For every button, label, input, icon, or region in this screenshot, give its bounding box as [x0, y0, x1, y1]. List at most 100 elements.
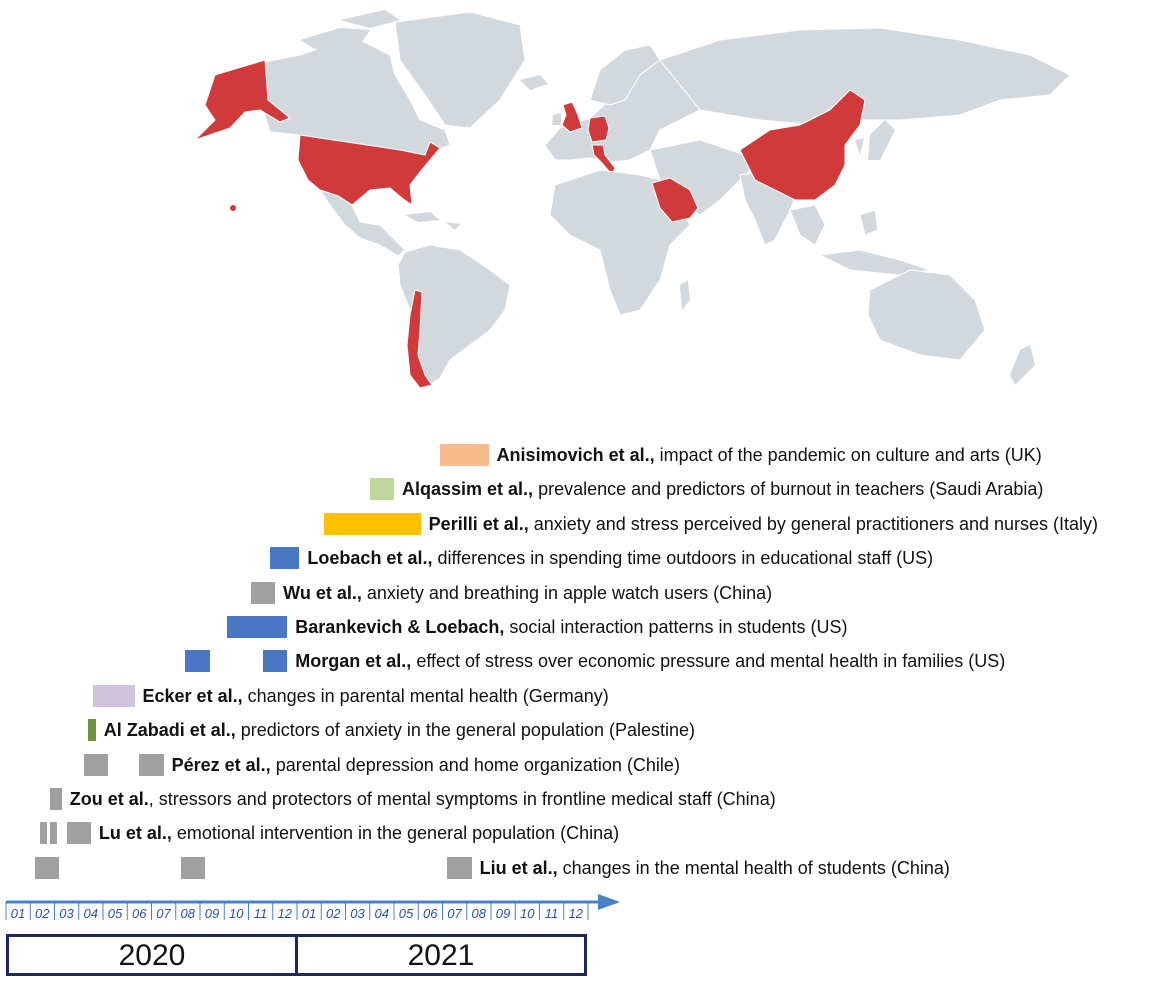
month-label: 12: [277, 906, 292, 921]
iceland-shape: [520, 75, 548, 90]
study-description: anxiety and stress perceived by general …: [528, 513, 1099, 534]
month-label: 12: [568, 906, 583, 921]
world-map: [0, 0, 1170, 410]
study-label: Loebach et al., differences in spending …: [307, 545, 933, 571]
study-description: impact of the pandemic on culture and ar…: [654, 445, 1042, 465]
study-label: Lu et al., emotional intervention in the…: [99, 820, 619, 846]
study-description: changes in parental mental health (Germa…: [242, 685, 609, 706]
study-label: Zou et al., stressors and protectors of …: [70, 786, 776, 812]
study-label: Barankevich & Loebach, social interactio…: [295, 614, 847, 640]
southeast-asia-shape: [789, 204, 931, 276]
study-bar: [139, 753, 164, 776]
alaska-shape: [194, 59, 291, 141]
europe-shape: [544, 54, 701, 163]
month-label: 09: [204, 906, 220, 921]
study-label: Pérez et al., parental depression and ho…: [172, 752, 680, 778]
study-bar: [447, 856, 472, 879]
study-label: Perilli et al., anxiety and stress perce…: [429, 511, 1098, 537]
month-label: 07: [156, 906, 171, 921]
study-author: Perilli et al.,: [428, 513, 529, 534]
month-label: 11: [544, 906, 559, 921]
study-description: emotional intervention in the general po…: [171, 823, 620, 844]
japan-shape: [855, 120, 895, 160]
china-shape: [739, 89, 866, 201]
month-label: 10: [520, 906, 535, 921]
month-label: 01: [10, 906, 26, 921]
new-zealand-shape: [1010, 345, 1035, 385]
study-bar: [93, 684, 135, 707]
ireland-shape: [552, 113, 561, 125]
study-bar: [226, 616, 288, 638]
month-label: 01: [301, 906, 317, 921]
saudi-arabia-shape: [651, 177, 699, 223]
study-bar: [270, 547, 300, 570]
study-description: prevalence and predictors of burnout in …: [533, 479, 1044, 500]
month-label: 09: [495, 906, 511, 921]
australia-shape: [867, 269, 986, 361]
uk-shape: [561, 101, 583, 133]
study-bar: [49, 788, 62, 810]
month-label: 06: [423, 906, 438, 921]
study-description: social interaction patterns in students …: [504, 617, 848, 637]
month-label: 03: [59, 906, 74, 921]
africa-shape: [549, 169, 691, 316]
month-label: 08: [180, 906, 195, 921]
russia-shape: [659, 27, 1071, 126]
month-label: 07: [447, 906, 462, 921]
study-description: differences in spending time outdoors in…: [432, 548, 934, 569]
timeline-arrow-head: [598, 894, 620, 910]
study-description: , stressors and protectors of mental sym…: [148, 789, 776, 809]
study-label: Al Zabadi et al., predictors of anxiety …: [104, 717, 695, 743]
study-author: Barankevich & Loebach,: [295, 617, 505, 637]
month-label: 08: [471, 906, 486, 921]
study-bar: [83, 753, 108, 776]
study-bar: [39, 822, 48, 845]
timeline-ticks: [5, 902, 589, 920]
study-description: anxiety and breathing in apple watch use…: [361, 582, 773, 603]
study-bar: [49, 822, 57, 845]
study-label: Liu et al., changes in the mental health…: [480, 855, 950, 881]
study-author: Pérez et al.,: [171, 754, 271, 775]
study-label: Ecker et al., changes in parental mental…: [143, 683, 609, 709]
month-label: 02: [326, 906, 341, 921]
study-bar: [369, 478, 394, 501]
study-author: Anisimovich et al.,: [496, 445, 655, 465]
year-2020: 2020: [6, 934, 298, 976]
study-label: Morgan et al., effect of stress over eco…: [295, 648, 1005, 674]
study-label: Anisimovich et al., impact of the pandem…: [497, 442, 1042, 468]
month-label: 06: [132, 906, 147, 921]
caribbean-shape: [405, 212, 460, 230]
study-label: Alqassim et al., prevalence and predicto…: [402, 476, 1043, 502]
study-author: Alqassim et al.,: [402, 479, 534, 500]
study-author: Loebach et al.,: [307, 548, 433, 569]
south-america-shape: [397, 244, 511, 386]
month-label: 05: [107, 906, 123, 921]
study-description: changes in the mental health of students…: [557, 857, 950, 878]
germany-shape: [587, 115, 610, 143]
study-description: predictors of anxiety in the general pop…: [235, 720, 696, 741]
study-bar: [263, 650, 288, 673]
study-bar: [88, 719, 96, 742]
month-label: 04: [374, 906, 389, 921]
study-bar: [35, 856, 60, 879]
madagascar-shape: [680, 280, 690, 310]
study-description: parental depression and home organizatio…: [270, 754, 680, 775]
hawaii-shape: [230, 205, 236, 211]
month-label: 05: [398, 906, 414, 921]
month-label: 03: [350, 906, 365, 921]
timeline-axis: [5, 894, 620, 920]
study-bar: [323, 512, 421, 535]
month-label: 02: [35, 906, 50, 921]
study-bar: [185, 650, 210, 673]
study-description: effect of stress over economic pressure …: [411, 651, 1006, 672]
month-label: 10: [229, 906, 244, 921]
month-label: 04: [83, 906, 98, 921]
study-author: Ecker et al.,: [142, 685, 243, 706]
month-label: 11: [253, 906, 268, 921]
mexico-shape: [318, 189, 406, 257]
greenland-shape: [394, 11, 526, 129]
study-bar: [440, 444, 489, 466]
study-bar: [180, 856, 205, 879]
study-author: Zou et al.: [69, 789, 149, 809]
study-author: Lu et al.,: [98, 823, 172, 844]
